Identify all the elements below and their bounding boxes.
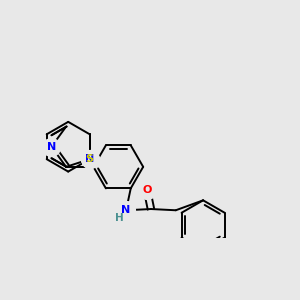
Text: O: O [142,184,152,194]
Text: N: N [47,142,56,152]
Text: N: N [85,154,94,164]
Text: N: N [122,205,131,215]
Text: S: S [86,154,94,164]
Text: H: H [116,213,124,223]
